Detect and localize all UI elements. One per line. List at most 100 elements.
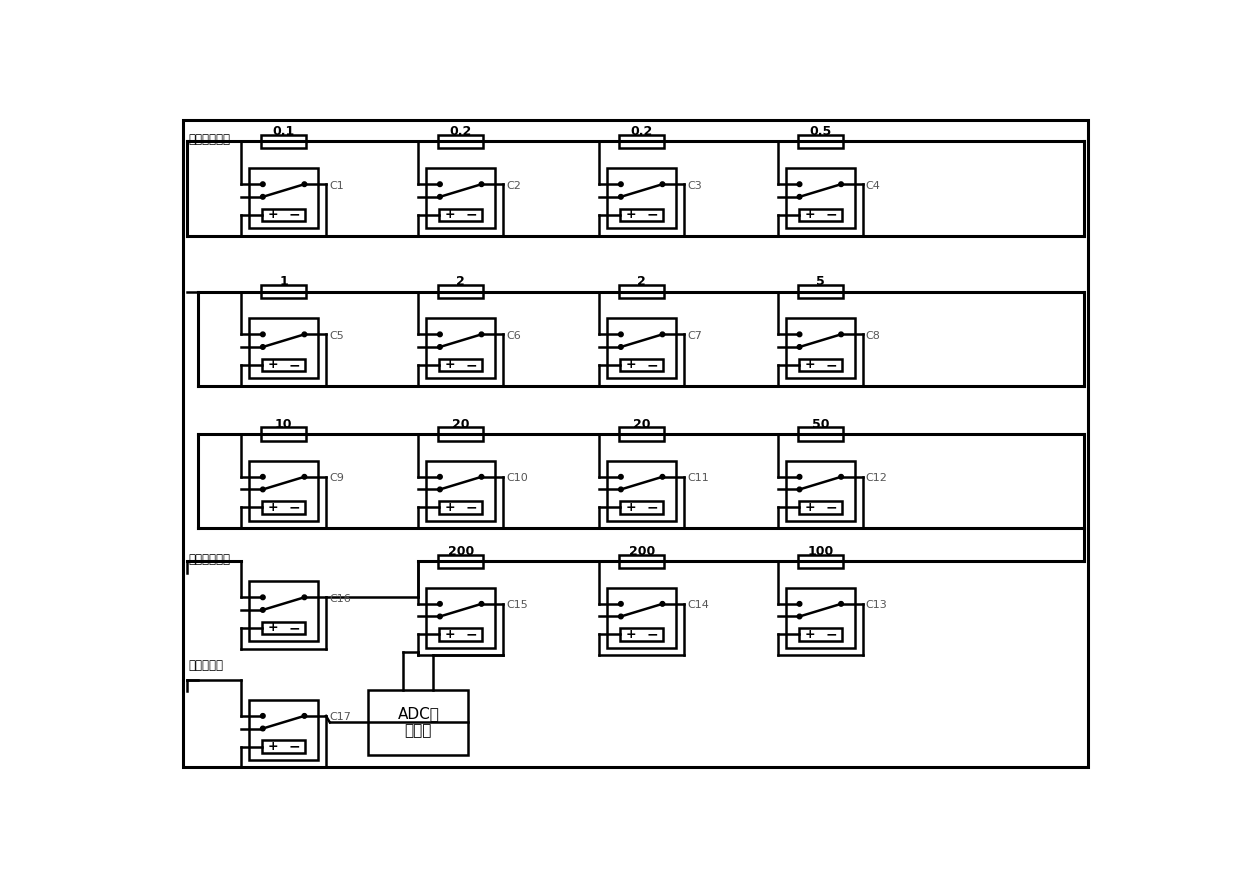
Text: −: −	[289, 621, 300, 635]
Bar	[786, 588, 854, 648]
Circle shape	[838, 332, 843, 337]
Circle shape	[619, 474, 624, 479]
Text: +: +	[805, 209, 815, 221]
Text: C17: C17	[329, 712, 351, 723]
Circle shape	[619, 195, 624, 199]
Bar	[249, 318, 319, 378]
Bar	[620, 359, 663, 371]
Text: C15: C15	[506, 601, 528, 610]
Text: C8: C8	[866, 331, 880, 341]
Text: C5: C5	[329, 331, 343, 341]
Text: −: −	[289, 739, 300, 753]
Text: +: +	[445, 359, 455, 372]
Circle shape	[260, 195, 265, 199]
Text: 0.2: 0.2	[450, 125, 472, 139]
Text: 端接电阵正端: 端接电阵正端	[188, 133, 231, 146]
Text: −: −	[466, 208, 477, 222]
Circle shape	[797, 332, 802, 337]
Text: 200: 200	[448, 545, 474, 558]
Bar	[427, 588, 495, 648]
Circle shape	[479, 182, 484, 187]
Text: 200: 200	[629, 545, 655, 558]
Circle shape	[438, 182, 443, 187]
Circle shape	[438, 602, 443, 606]
Circle shape	[619, 332, 624, 337]
Circle shape	[660, 332, 665, 337]
Text: −: −	[289, 501, 300, 515]
Circle shape	[260, 595, 265, 600]
Text: 50: 50	[811, 418, 830, 431]
Bar	[620, 501, 663, 514]
Bar	[439, 628, 482, 641]
Text: 20: 20	[632, 418, 651, 431]
Bar	[249, 581, 319, 641]
Bar	[619, 554, 663, 567]
Circle shape	[438, 332, 443, 337]
Bar	[608, 460, 676, 521]
Bar	[262, 740, 305, 752]
Text: +: +	[268, 209, 278, 221]
Text: +: +	[445, 501, 455, 514]
Circle shape	[660, 602, 665, 606]
Text: 0.2: 0.2	[630, 125, 652, 139]
Text: C9: C9	[329, 474, 343, 483]
Circle shape	[303, 182, 306, 187]
Circle shape	[619, 182, 624, 187]
Bar	[427, 318, 495, 378]
Circle shape	[479, 602, 484, 606]
Text: 端接电阵负端: 端接电阵负端	[188, 553, 231, 566]
Text: +: +	[445, 628, 455, 641]
Text: C12: C12	[866, 474, 888, 483]
Bar	[439, 285, 484, 298]
Text: 20: 20	[451, 418, 470, 431]
Bar	[262, 501, 305, 514]
Circle shape	[260, 726, 265, 731]
Circle shape	[479, 474, 484, 479]
Text: −: −	[646, 627, 658, 641]
Bar	[799, 209, 842, 221]
Bar	[262, 359, 305, 371]
Bar	[620, 209, 663, 221]
Bar	[427, 460, 495, 521]
Text: +: +	[268, 501, 278, 514]
Bar	[249, 460, 319, 521]
Bar	[439, 501, 482, 514]
Circle shape	[303, 332, 306, 337]
Text: +: +	[626, 209, 636, 221]
Circle shape	[438, 195, 443, 199]
Circle shape	[303, 474, 306, 479]
Text: +: +	[626, 628, 636, 641]
Text: −: −	[826, 208, 837, 222]
Circle shape	[303, 595, 306, 600]
Text: −: −	[826, 501, 837, 515]
Circle shape	[797, 602, 802, 606]
Text: 2: 2	[456, 275, 465, 289]
Text: C4: C4	[866, 181, 880, 191]
Text: +: +	[626, 359, 636, 372]
Bar	[786, 168, 854, 228]
Circle shape	[260, 182, 265, 187]
Text: 测试电源端: 测试电源端	[188, 660, 224, 673]
Circle shape	[660, 474, 665, 479]
Text: −: −	[289, 208, 300, 222]
Bar	[608, 318, 676, 378]
Text: +: +	[805, 501, 815, 514]
Bar	[262, 135, 306, 148]
Bar	[620, 628, 663, 641]
Circle shape	[797, 195, 802, 199]
Bar	[619, 285, 663, 298]
Bar	[439, 427, 484, 440]
Bar	[439, 554, 484, 567]
Bar	[439, 135, 484, 148]
Circle shape	[479, 332, 484, 337]
Bar	[249, 168, 319, 228]
Text: −: −	[826, 358, 837, 372]
Text: 2: 2	[637, 275, 646, 289]
Circle shape	[438, 345, 443, 349]
Circle shape	[260, 714, 265, 718]
Bar	[262, 285, 306, 298]
Text: C13: C13	[866, 601, 888, 610]
Text: +: +	[805, 359, 815, 372]
Text: C6: C6	[506, 331, 521, 341]
Circle shape	[438, 614, 443, 619]
